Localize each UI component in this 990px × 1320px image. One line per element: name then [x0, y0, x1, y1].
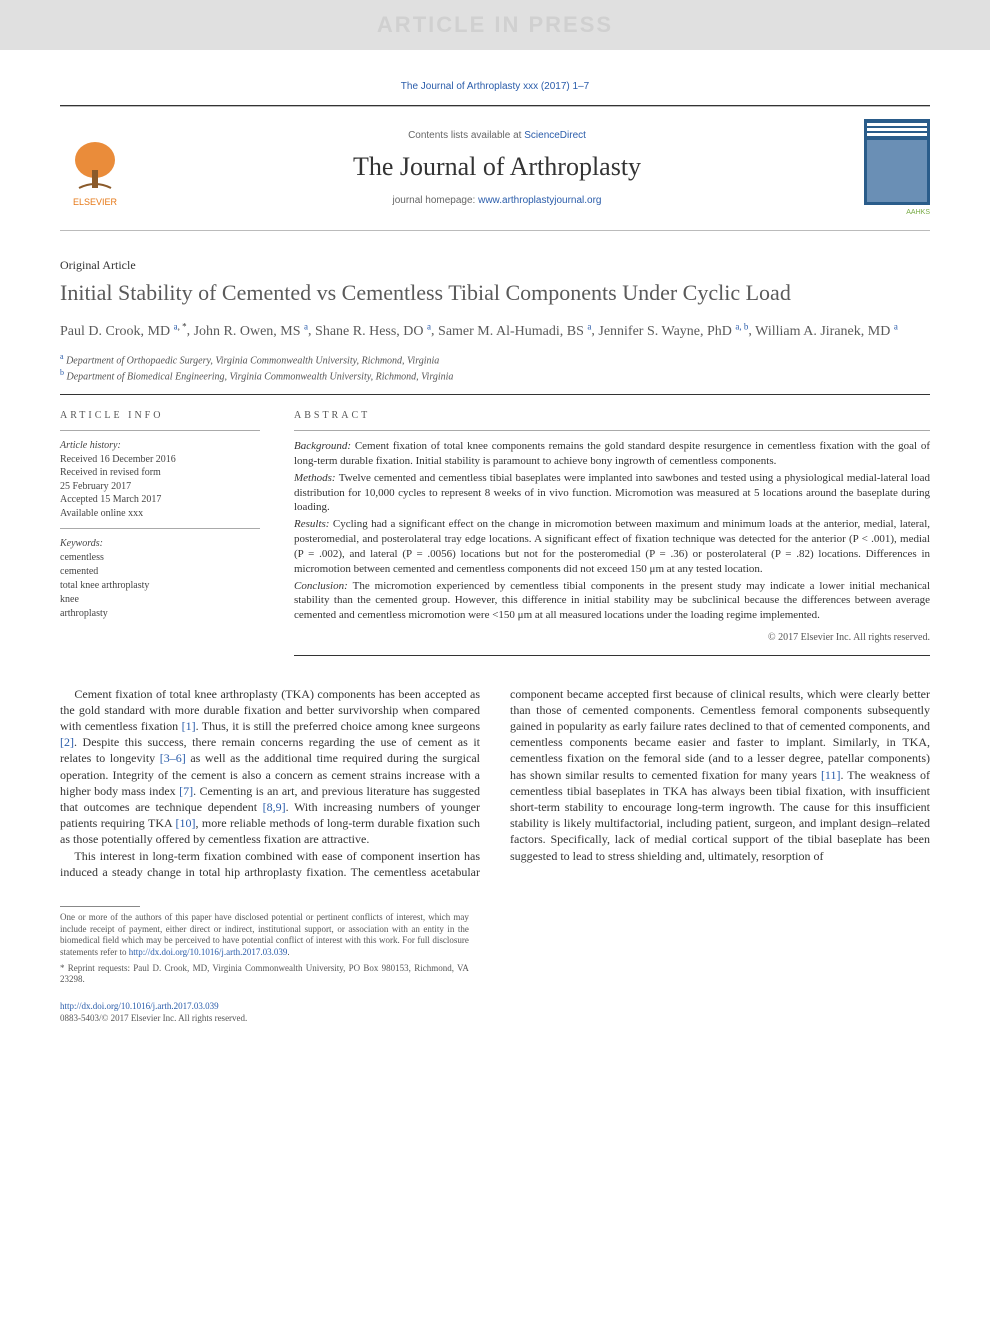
- citation-ref[interactable]: [1]: [182, 719, 196, 733]
- reprint-footnote: * Reprint requests: Paul D. Crook, MD, V…: [60, 963, 469, 986]
- affiliation-a: Department of Orthopaedic Surgery, Virgi…: [66, 355, 439, 366]
- abstract-heading: abstract: [294, 409, 930, 423]
- page-content: The Journal of Arthroplasty xxx (2017) 1…: [0, 50, 990, 1065]
- rule: [60, 394, 930, 395]
- abstract-label: Background:: [294, 440, 355, 452]
- author: Samer M. Al-Humadi, BS a: [438, 324, 591, 339]
- keywords-label: Keywords:: [60, 537, 260, 551]
- footnotes: One or more of the authors of this paper…: [60, 906, 469, 986]
- contents-prefix: Contents lists available at: [408, 130, 524, 141]
- author: Paul D. Crook, MD a, *: [60, 324, 187, 339]
- doi-link[interactable]: http://dx.doi.org/10.1016/j.arth.2017.03…: [60, 1001, 219, 1011]
- coi-footnote: One or more of the authors of this paper…: [60, 912, 469, 959]
- keyword: total knee arthroplasty: [60, 579, 260, 593]
- body-paragraph: Cement fixation of total knee arthroplas…: [60, 686, 480, 848]
- keyword: cementless: [60, 551, 260, 565]
- citation-line: The Journal of Arthroplasty xxx (2017) 1…: [60, 80, 930, 94]
- homepage-link[interactable]: www.arthroplastyjournal.org: [478, 195, 601, 206]
- affiliations: a Department of Orthopaedic Surgery, Vir…: [60, 352, 930, 384]
- author: Shane R. Hess, DO a: [315, 324, 431, 339]
- society-label: AAHKS: [864, 208, 930, 217]
- author-list: Paul D. Crook, MD a, *, John R. Owen, MS…: [60, 320, 930, 342]
- abstract: abstract Background: Cement fixation of …: [294, 409, 930, 656]
- citation-ref[interactable]: [2]: [60, 735, 74, 749]
- abstract-text: Cycling had a significant effect on the …: [294, 518, 930, 575]
- elsevier-logo: ELSEVIER: [60, 128, 130, 208]
- footnote-rule: [60, 906, 140, 907]
- article-type: Original Article: [60, 257, 930, 273]
- article-title: Initial Stability of Cemented vs Cementl…: [60, 279, 930, 307]
- article-in-press-banner: ARTICLE IN PRESS: [0, 0, 990, 50]
- elsevier-text: ELSEVIER: [73, 196, 117, 208]
- citation-ref[interactable]: [11]: [821, 768, 841, 782]
- journal-homepage: journal homepage: www.arthroplastyjourna…: [148, 194, 846, 208]
- author: Jennifer S. Wayne, PhD a, b: [598, 324, 748, 339]
- abstract-label: Conclusion:: [294, 580, 353, 592]
- article-info: article info Article history: Received 1…: [60, 409, 260, 656]
- rule: [294, 655, 930, 656]
- citation-ref[interactable]: [7]: [179, 784, 193, 798]
- abstract-text: Cement fixation of total knee components…: [294, 440, 930, 467]
- abstract-text: Twelve cemented and cementless tibial ba…: [294, 472, 930, 514]
- keyword: arthroplasty: [60, 607, 260, 621]
- abstract-copyright: © 2017 Elsevier Inc. All rights reserved…: [294, 631, 930, 645]
- history-line: Received in revised form: [60, 466, 260, 480]
- history-line: 25 February 2017: [60, 480, 260, 494]
- history-line: Accepted 15 March 2017: [60, 493, 260, 507]
- abstract-label: Results:: [294, 518, 333, 530]
- author: William A. Jiranek, MD a: [755, 324, 898, 339]
- citation-ref[interactable]: [3–6]: [160, 751, 186, 765]
- homepage-prefix: journal homepage:: [392, 195, 478, 206]
- coi-link[interactable]: http://dx.doi.org/10.1016/j.arth.2017.03…: [129, 947, 288, 957]
- history-label: Article history:: [60, 439, 260, 453]
- citation-ref[interactable]: [10]: [175, 816, 195, 830]
- journal-masthead: ELSEVIER Contents lists available at Sci…: [60, 106, 930, 230]
- history-line: Received 16 December 2016: [60, 453, 260, 467]
- elsevier-tree-icon: [69, 140, 121, 196]
- keyword: cemented: [60, 565, 260, 579]
- abstract-text: The micromotion experienced by cementles…: [294, 580, 930, 622]
- issn-line: 0883-5403/© 2017 Elsevier Inc. All right…: [60, 1012, 930, 1024]
- journal-name: The Journal of Arthroplasty: [148, 149, 846, 184]
- journal-cover-thumb: AAHKS: [864, 119, 930, 217]
- article-info-heading: article info: [60, 409, 260, 423]
- sciencedirect-link[interactable]: ScienceDirect: [524, 130, 586, 141]
- keyword: knee: [60, 593, 260, 607]
- keywords-list: cementless cemented total knee arthropla…: [60, 551, 260, 621]
- abstract-label: Methods:: [294, 472, 339, 484]
- author: John R. Owen, MS a: [194, 324, 308, 339]
- citation-ref[interactable]: [8,9]: [263, 800, 286, 814]
- body-text: Cement fixation of total knee arthroplas…: [60, 686, 930, 880]
- info-abstract-row: article info Article history: Received 1…: [60, 409, 930, 656]
- masthead-center: Contents lists available at ScienceDirec…: [148, 129, 846, 207]
- affiliation-b: Department of Biomedical Engineering, Vi…: [67, 371, 454, 382]
- history-line: Available online xxx: [60, 507, 260, 521]
- page-footer: http://dx.doi.org/10.1016/j.arth.2017.03…: [60, 1000, 930, 1024]
- contents-available: Contents lists available at ScienceDirec…: [148, 129, 846, 143]
